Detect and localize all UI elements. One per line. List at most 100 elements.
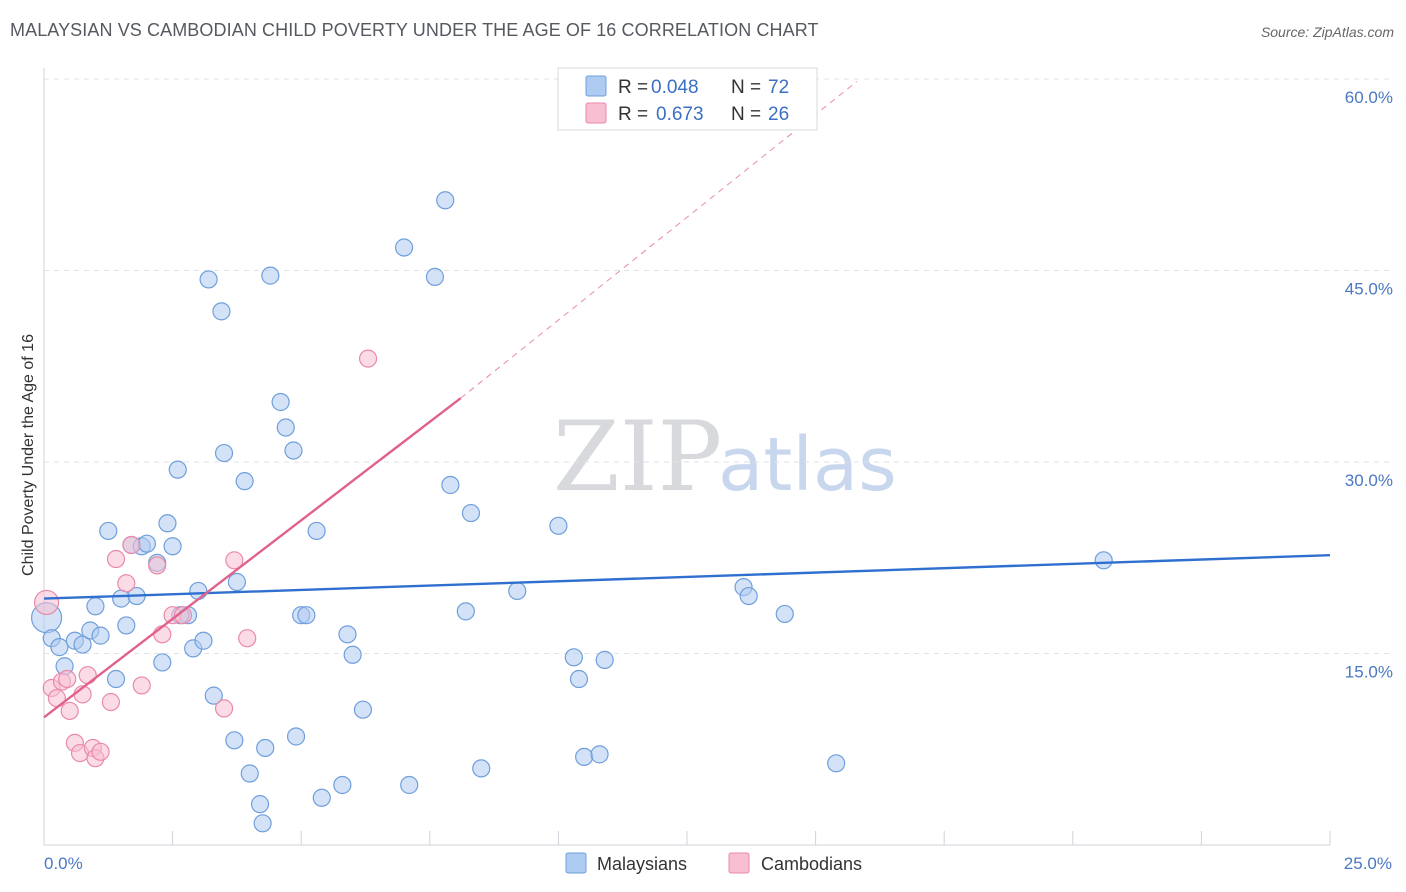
malaysian-point	[569, 669, 589, 689]
malaysian-point	[461, 503, 481, 523]
malaysian-point	[91, 626, 110, 645]
malaysian-point	[595, 650, 614, 669]
axes	[43, 68, 1331, 846]
malaysian-point	[284, 441, 303, 460]
cambodian-point	[60, 701, 79, 721]
malaysian-point	[153, 653, 172, 672]
malaysian-point	[338, 625, 357, 644]
malaysian-point	[194, 631, 213, 650]
chart-title: MALAYSIAN VS CAMBODIAN CHILD POVERTY UND…	[10, 20, 819, 40]
malaysian-point	[286, 727, 306, 746]
malaysian-point	[441, 475, 460, 495]
legend-cambodians-label: Cambodians	[761, 854, 862, 874]
x-tick-label-max: 25.0%	[1344, 854, 1392, 873]
x-tick-labels: 0.0% 25.0%	[44, 854, 1392, 873]
cambodian-point	[122, 535, 141, 555]
malaysian-point	[106, 669, 126, 689]
malaysian-point	[199, 270, 218, 289]
y-tick-label: 60.0%	[1345, 88, 1393, 107]
malaysian-point	[775, 604, 794, 624]
watermark-atlas: atlas	[718, 422, 897, 508]
malaysian-point	[564, 648, 583, 667]
malaysian-point	[400, 775, 419, 795]
cambodian-n-label: N =	[731, 104, 761, 125]
watermark-zip: ZIP	[553, 401, 722, 513]
malaysian-point	[235, 472, 254, 491]
malaysian-point	[1094, 551, 1113, 570]
malaysian-point	[739, 586, 758, 606]
malaysian-point	[250, 795, 270, 814]
malaysian-point	[353, 700, 373, 719]
cambodian-point	[101, 692, 120, 712]
cambodian-point	[33, 589, 60, 616]
malaysian-point	[227, 572, 246, 592]
cambodian-r-value: 0.673	[656, 104, 704, 125]
malaysian-point	[472, 759, 491, 778]
malaysian-point	[117, 616, 136, 635]
x-tick-label-min: 0.0%	[44, 854, 83, 873]
legend-cambodians-swatch	[728, 852, 750, 874]
malaysian-point	[271, 392, 290, 412]
malaysian-legend-swatch	[585, 75, 607, 97]
malaysian-r-value: 0.048	[651, 77, 699, 98]
watermark: ZIP atlas	[553, 401, 897, 513]
cambodian-regression-line	[43, 397, 462, 719]
regression-lines	[43, 81, 1331, 719]
malaysian-point	[212, 302, 231, 321]
legend-malaysians-swatch	[565, 852, 587, 874]
malaysian-point	[456, 602, 475, 621]
cambodian-point	[117, 574, 136, 593]
malaysian-point	[50, 638, 69, 657]
cambodian-point	[153, 625, 172, 644]
malaysian-point	[261, 266, 280, 285]
malaysian-point	[436, 191, 455, 210]
malaysian-point	[158, 514, 177, 533]
y-tick-label: 15.0%	[1345, 663, 1393, 682]
malaysian-point	[297, 606, 316, 625]
malaysian-point	[312, 788, 331, 807]
malaysian-point	[590, 745, 609, 764]
malaysian-point	[214, 443, 234, 463]
grid-lines	[44, 78, 1392, 654]
malaysian-r-label: R =	[618, 77, 648, 98]
malaysian-point	[827, 754, 846, 773]
malaysian-n-label: N =	[731, 77, 761, 98]
malaysian-point	[333, 775, 352, 795]
malaysian-point	[575, 747, 594, 767]
malaysian-point	[343, 645, 362, 664]
malaysian-point	[508, 581, 527, 601]
source-label: Source: ZipAtlas.com	[1260, 24, 1394, 40]
malaysian-point	[189, 581, 208, 601]
malaysian-n-value: 72	[768, 77, 789, 98]
cambodian-point	[148, 556, 167, 575]
malaysian-point	[225, 731, 244, 750]
malaysian-point	[163, 537, 182, 556]
cambodian-point	[358, 349, 378, 368]
malaysian-point	[394, 238, 414, 257]
y-axis-label: Child Poverty Under the Age of 16	[20, 334, 37, 576]
malaysian-point	[425, 267, 445, 286]
cambodian-point	[91, 742, 110, 761]
legend-malaysians-label: Malaysians	[597, 854, 687, 874]
malaysian-point	[86, 597, 105, 616]
cambodian-point	[225, 551, 244, 570]
malaysian-point	[112, 589, 131, 608]
cambodian-n-value: 26	[768, 104, 789, 125]
malaysian-point	[276, 418, 295, 437]
cambodian-point	[214, 699, 234, 718]
cambodian-point	[78, 666, 97, 685]
stats-legend: R = 0.048 N = 72 R = 0.673 N = 26	[557, 67, 818, 131]
malaysian-point	[253, 814, 272, 833]
malaysian-regression-line	[43, 553, 1331, 600]
malaysian-point	[549, 516, 568, 535]
y-tick-label: 30.0%	[1345, 471, 1393, 490]
malaysian-point	[73, 635, 92, 654]
cambodian-point	[58, 669, 77, 689]
malaysian-point	[99, 521, 118, 541]
cambodian-point	[173, 606, 192, 625]
cambodian-point	[238, 629, 257, 648]
malaysian-point	[307, 521, 326, 541]
cambodian-points	[33, 349, 378, 768]
series-legend: Malaysians Cambodians	[565, 852, 862, 874]
